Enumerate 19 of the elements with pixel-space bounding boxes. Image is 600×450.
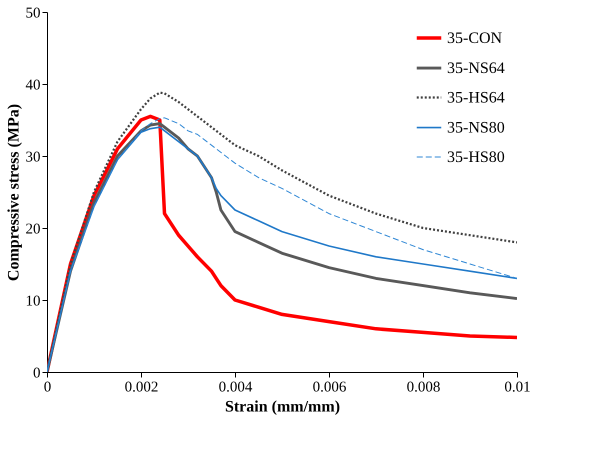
legend-label: 35-HS80 <box>447 149 505 166</box>
x-tick-label: 0.006 <box>312 380 347 396</box>
y-tick-label: 50 <box>26 6 40 22</box>
legend-label: 35-NS80 <box>447 120 505 136</box>
y-tick-label: 20 <box>26 222 40 238</box>
x-tick-label: 0.002 <box>124 380 158 396</box>
legend-label: 35-NS64 <box>447 60 505 77</box>
y-axis-title: Compressive stress (MPa) <box>6 104 22 282</box>
x-axis-title: Strain (mm/mm) <box>224 398 340 416</box>
legend-label: 35-CON <box>447 30 503 47</box>
x-tick-label: 0 <box>44 380 52 396</box>
x-tick-label: 0.004 <box>218 380 253 396</box>
y-tick-label: 0 <box>33 366 40 382</box>
y-tick-label: 10 <box>26 294 40 310</box>
x-tick-label: 0.01 <box>504 380 531 396</box>
legend-label: 35-HS64 <box>447 90 505 106</box>
y-tick-label: 30 <box>26 150 40 166</box>
y-tick-label: 40 <box>26 78 40 94</box>
x-tick-label: 0.008 <box>406 380 440 396</box>
